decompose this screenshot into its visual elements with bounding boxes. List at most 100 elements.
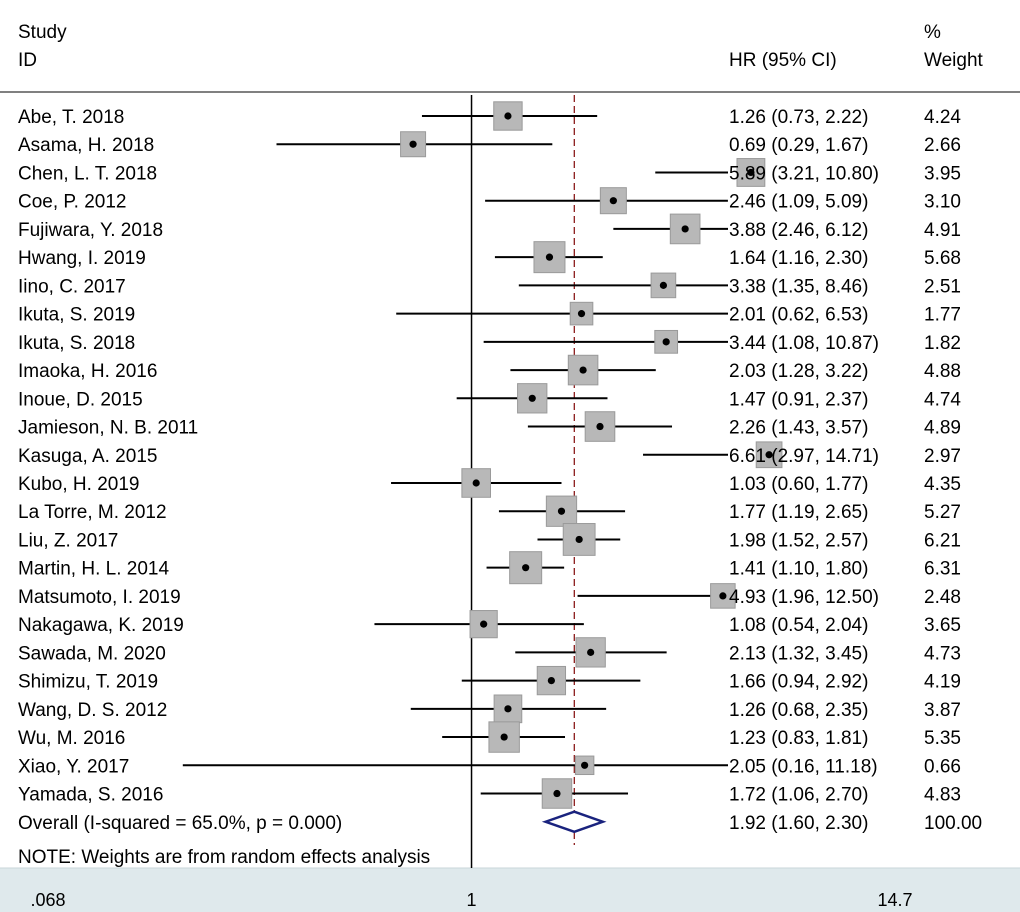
point-estimate bbox=[596, 422, 604, 431]
weight-value: 3.95 bbox=[924, 163, 961, 184]
hr-ci-value: 1.41 (1.10, 1.80) bbox=[729, 559, 868, 580]
point-estimate bbox=[504, 112, 512, 120]
hr-ci-value: 2.13 (1.32, 3.45) bbox=[729, 643, 868, 664]
study-label: Ikuta, S. 2019 bbox=[18, 305, 135, 326]
hr-ci-value: 2.26 (1.43, 3.57) bbox=[729, 418, 868, 439]
study-row: Wang, D. S. 2012 1.26 (0.68, 2.35) 3.87 bbox=[18, 694, 961, 724]
study-row: Asama, H. 2018 0.69 (0.29, 1.67) 2.66 bbox=[18, 131, 961, 158]
hr-ci-value: 1.64 (1.16, 2.30) bbox=[729, 248, 868, 269]
study-label: Matsumoto, I. 2019 bbox=[18, 587, 181, 608]
weight-box bbox=[567, 354, 599, 386]
study-row: Kubo, H. 2019 1.03 (0.60, 1.77) 4.35 bbox=[18, 468, 961, 498]
study-label: Fujiwara, Y. 2018 bbox=[18, 220, 163, 241]
overall-label: Overall (I-squared = 65.0%, p = 0.000) bbox=[18, 813, 342, 834]
weight-value: 3.10 bbox=[924, 192, 961, 213]
study-label: Jamieson, N. B. 2011 bbox=[18, 418, 198, 439]
study-label: Wang, D. S. 2012 bbox=[18, 700, 167, 721]
hr-ci-value: 2.01 (0.62, 6.53) bbox=[729, 305, 868, 326]
weight-value: 4.24 bbox=[924, 107, 961, 128]
study-label: La Torre, M. 2012 bbox=[18, 502, 167, 523]
study-label: Hwang, I. 2019 bbox=[18, 248, 146, 269]
study-label: Liu, Z. 2017 bbox=[18, 530, 118, 551]
study-row: Xiao, Y. 2017 2.05 (0.16, 11.18) 0.66 bbox=[18, 755, 961, 777]
study-row: Wu, M. 2016 1.23 (0.83, 1.81) 5.35 bbox=[18, 721, 961, 753]
study-row: Jamieson, N. B. 2011 2.26 (1.43, 3.57) 4.8… bbox=[18, 411, 961, 442]
point-estimate bbox=[500, 733, 508, 741]
weight-value: 4.73 bbox=[924, 643, 961, 664]
point-estimate bbox=[581, 761, 589, 769]
study-row: Abe, T. 2018 1.26 (0.73, 2.22) 4.24 bbox=[18, 101, 961, 131]
weight-value: 3.65 bbox=[924, 615, 961, 636]
x-tick-label: 14.7 bbox=[877, 890, 912, 910]
point-estimate bbox=[579, 366, 587, 374]
hr-ci-value: 2.46 (1.09, 5.09) bbox=[729, 192, 868, 213]
header-percent: % bbox=[924, 22, 941, 43]
hr-ci-value: 1.47 (0.91, 2.37) bbox=[729, 389, 868, 410]
point-estimate bbox=[765, 451, 773, 459]
hr-ci-value: 1.26 (0.73, 2.22) bbox=[729, 107, 868, 128]
overall-diamond bbox=[541, 810, 607, 834]
x-tick-label: 1 bbox=[467, 890, 477, 910]
weight-value: 4.19 bbox=[924, 672, 961, 693]
header-study: Study bbox=[18, 22, 67, 43]
hr-ci-value: 1.08 (0.54, 2.04) bbox=[729, 615, 868, 636]
point-estimate bbox=[662, 338, 670, 346]
overall-weight: 100.00 bbox=[924, 813, 982, 834]
hr-ci-value: 1.98 (1.52, 2.57) bbox=[729, 530, 868, 551]
point-estimate bbox=[409, 140, 417, 148]
hr-ci-value: 5.89 (3.21, 10.80) bbox=[729, 163, 879, 184]
study-row: Ikuta, S. 2018 3.44 (1.08, 10.87) 1.82 bbox=[18, 329, 961, 354]
hr-ci-value: 1.66 (0.94, 2.92) bbox=[729, 672, 868, 693]
weight-value: 4.89 bbox=[924, 418, 961, 439]
weight-value: 4.74 bbox=[924, 389, 961, 410]
hr-ci-value: 0.69 (0.29, 1.67) bbox=[729, 135, 868, 156]
study-row: Matsumoto, I. 2019 4.93 (1.96, 12.50) 2.48 bbox=[18, 583, 961, 609]
overall-hr-ci: 1.92 (1.60, 2.30) bbox=[729, 813, 868, 834]
study-label: Sawada, M. 2020 bbox=[18, 643, 166, 664]
point-estimate bbox=[528, 394, 536, 402]
hr-ci-value: 3.38 (1.35, 8.46) bbox=[729, 276, 868, 297]
study-label: Xiao, Y. 2017 bbox=[18, 756, 129, 777]
study-label: Kubo, H. 2019 bbox=[18, 474, 139, 495]
axis-band bbox=[0, 868, 1020, 912]
study-row: Imaoka, H. 2016 2.03 (1.28, 3.22) 4.88 bbox=[18, 354, 961, 386]
weight-value: 5.35 bbox=[924, 728, 961, 749]
hr-ci-value: 1.23 (0.83, 1.81) bbox=[729, 728, 868, 749]
study-row: La Torre, M. 2012 1.77 (1.19, 2.65) 5.27 bbox=[18, 495, 961, 527]
hr-ci-value: 3.88 (2.46, 6.12) bbox=[729, 220, 868, 241]
study-row: Coe, P. 2012 2.46 (1.09, 5.09) 3.10 bbox=[18, 187, 961, 215]
study-label: Kasuga, A. 2015 bbox=[18, 446, 157, 467]
study-label: Imaoka, H. 2016 bbox=[18, 361, 157, 382]
header-effect: HR (95% CI) bbox=[729, 50, 837, 71]
study-label: Asama, H. 2018 bbox=[18, 135, 154, 156]
weight-value: 4.91 bbox=[924, 220, 961, 241]
hr-ci-value: 1.26 (0.68, 2.35) bbox=[729, 700, 868, 721]
study-row: Ikuta, S. 2019 2.01 (0.62, 6.53) 1.77 bbox=[18, 301, 961, 326]
study-label: Coe, P. 2012 bbox=[18, 192, 126, 213]
study-label: Chen, L. T. 2018 bbox=[18, 163, 157, 184]
hr-ci-value: 1.77 (1.19, 2.65) bbox=[729, 502, 868, 523]
study-row: Yamada, S. 2016 1.72 (1.06, 2.70) 4.83 bbox=[18, 778, 961, 809]
point-estimate bbox=[719, 592, 727, 600]
weight-value: 3.87 bbox=[924, 700, 961, 721]
point-estimate bbox=[480, 620, 488, 628]
weight-value: 5.27 bbox=[924, 502, 961, 523]
point-estimate bbox=[547, 677, 555, 685]
hr-ci-value: 4.93 (1.96, 12.50) bbox=[729, 587, 879, 608]
study-row: Fujiwara, Y. 2018 3.88 (2.46, 6.12) 4.91 bbox=[18, 213, 961, 245]
x-tick-label: .068 bbox=[30, 890, 65, 910]
study-row: Hwang, I. 2019 1.64 (1.16, 2.30) 5.68 bbox=[18, 241, 961, 274]
weight-value: 0.66 bbox=[924, 756, 961, 777]
weight-value: 4.88 bbox=[924, 361, 961, 382]
hr-ci-value: 3.44 (1.08, 10.87) bbox=[729, 333, 879, 354]
study-label: Abe, T. 2018 bbox=[18, 107, 124, 128]
weight-value: 6.31 bbox=[924, 559, 961, 580]
weights-note: NOTE: Weights are from random effects an… bbox=[18, 847, 430, 868]
point-estimate bbox=[747, 168, 755, 177]
weight-value: 2.48 bbox=[924, 587, 961, 608]
point-estimate bbox=[577, 310, 586, 318]
study-row: Sawada, M. 2020 2.13 (1.32, 3.45) 4.73 bbox=[18, 637, 961, 668]
study-row: Martin, H. L. 2014 1.41 (1.10, 1.80) 6.31 bbox=[18, 551, 961, 585]
study-row: Liu, Z. 2017 1.98 (1.52, 2.57) 6.21 bbox=[18, 523, 961, 556]
weight-value: 2.51 bbox=[924, 276, 961, 297]
